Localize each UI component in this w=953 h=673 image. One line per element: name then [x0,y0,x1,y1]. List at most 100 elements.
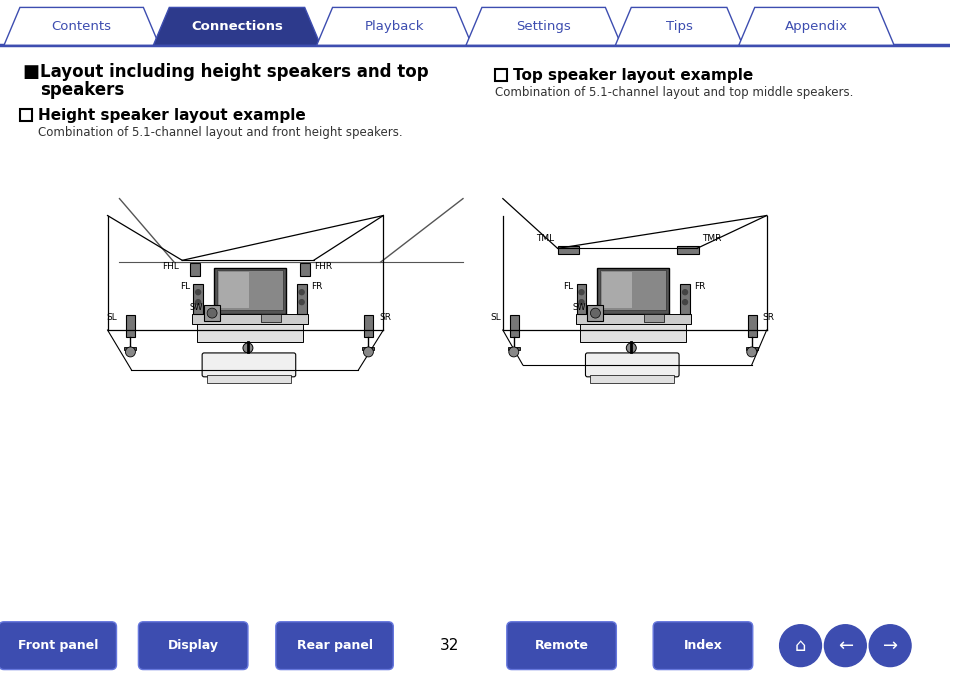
FancyBboxPatch shape [679,284,689,314]
FancyBboxPatch shape [362,347,374,350]
Text: Tips: Tips [665,20,692,33]
Text: Height speaker layout example: Height speaker layout example [38,108,305,123]
Text: ■: ■ [22,63,39,81]
Polygon shape [615,7,742,45]
FancyBboxPatch shape [677,246,699,254]
Text: Top speaker layout example: Top speaker layout example [513,68,752,83]
Text: Combination of 5.1-channel layout and top middle speakers.: Combination of 5.1-channel layout and to… [495,86,852,99]
Circle shape [207,308,217,318]
Circle shape [126,347,135,357]
FancyBboxPatch shape [597,269,668,314]
Text: Appendix: Appendix [784,20,847,33]
FancyBboxPatch shape [127,315,135,337]
Circle shape [299,299,304,305]
FancyBboxPatch shape [506,622,616,670]
FancyBboxPatch shape [557,246,578,254]
Circle shape [823,625,865,666]
FancyBboxPatch shape [745,347,757,350]
FancyBboxPatch shape [364,315,373,337]
FancyBboxPatch shape [138,622,248,670]
FancyBboxPatch shape [579,324,685,342]
FancyBboxPatch shape [275,622,393,670]
Circle shape [578,299,583,305]
Circle shape [243,343,253,353]
FancyBboxPatch shape [643,314,663,322]
Text: Remote: Remote [534,639,588,652]
FancyBboxPatch shape [576,284,586,314]
Text: FL: FL [563,282,573,291]
FancyBboxPatch shape [495,69,506,81]
FancyBboxPatch shape [197,324,302,342]
Text: 32: 32 [439,638,458,653]
Text: →: → [882,637,897,655]
Text: ⌂: ⌂ [794,637,805,655]
FancyBboxPatch shape [0,622,116,670]
Text: FL: FL [180,282,190,291]
Text: Settings: Settings [516,20,571,33]
Text: SR: SR [379,313,391,322]
FancyBboxPatch shape [507,347,519,350]
FancyBboxPatch shape [653,622,752,670]
Polygon shape [316,7,472,45]
Text: SW: SW [190,303,203,312]
FancyBboxPatch shape [204,305,220,321]
Text: SW: SW [573,303,586,312]
FancyBboxPatch shape [601,273,632,308]
FancyBboxPatch shape [587,305,602,321]
Text: TML: TML [536,234,554,244]
Polygon shape [153,7,320,45]
Text: Contents: Contents [51,20,112,33]
FancyBboxPatch shape [296,284,306,314]
Text: SL: SL [490,313,500,322]
Circle shape [363,347,373,357]
FancyBboxPatch shape [747,315,756,337]
Text: FR: FR [311,282,322,291]
Text: FHR: FHR [314,262,332,271]
FancyBboxPatch shape [219,273,249,308]
Text: SR: SR [761,313,774,322]
FancyBboxPatch shape [217,271,282,310]
Text: SL: SL [107,313,117,322]
FancyBboxPatch shape [260,314,280,322]
FancyBboxPatch shape [193,284,203,314]
Circle shape [681,289,687,295]
Text: Display: Display [168,639,218,652]
Text: Rear panel: Rear panel [296,639,373,652]
FancyBboxPatch shape [575,314,690,324]
Text: Playback: Playback [364,20,423,33]
Text: FHL: FHL [162,262,179,271]
Text: ←: ← [837,637,852,655]
FancyBboxPatch shape [213,269,286,314]
Circle shape [625,343,636,353]
FancyBboxPatch shape [585,353,679,377]
FancyBboxPatch shape [590,375,674,383]
Text: FR: FR [693,282,704,291]
Circle shape [868,625,910,666]
Polygon shape [465,7,620,45]
FancyBboxPatch shape [299,263,310,276]
Text: speakers: speakers [40,81,124,99]
Circle shape [299,289,304,295]
Text: Layout including height speakers and top: Layout including height speakers and top [40,63,428,81]
FancyBboxPatch shape [190,263,200,276]
FancyBboxPatch shape [192,314,308,324]
Text: Combination of 5.1-channel layout and front height speakers.: Combination of 5.1-channel layout and fr… [38,126,402,139]
Polygon shape [4,7,159,45]
Text: Index: Index [682,639,721,652]
FancyBboxPatch shape [124,347,136,350]
Circle shape [590,308,599,318]
Circle shape [746,347,756,357]
FancyBboxPatch shape [599,271,665,310]
FancyBboxPatch shape [509,315,518,337]
FancyBboxPatch shape [207,375,291,383]
Text: Connections: Connections [191,20,283,33]
Circle shape [195,289,200,295]
Circle shape [681,299,687,305]
Polygon shape [738,7,893,45]
FancyBboxPatch shape [202,353,295,377]
Circle shape [779,625,821,666]
FancyBboxPatch shape [20,109,31,121]
Circle shape [578,289,583,295]
Circle shape [508,347,518,357]
Circle shape [195,299,200,305]
